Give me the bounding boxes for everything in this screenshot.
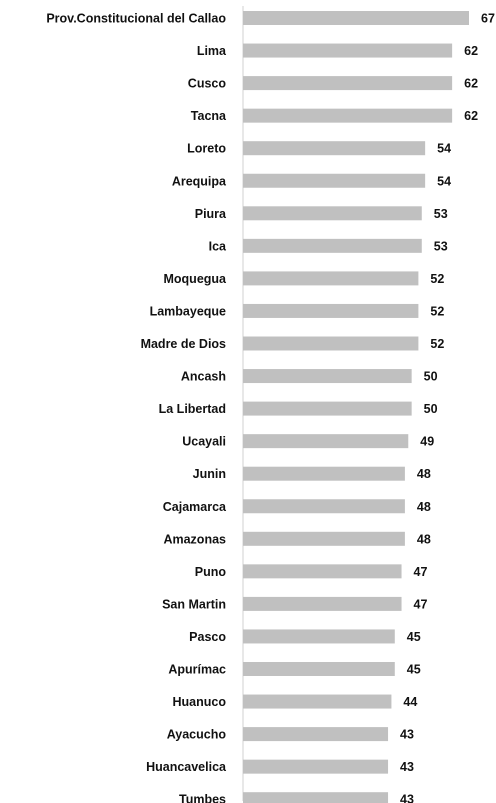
- value-label: 43: [400, 728, 414, 742]
- bar: [243, 11, 469, 25]
- bar: [243, 369, 412, 384]
- bar: [243, 336, 419, 351]
- bar: [243, 303, 419, 318]
- value-label: 53: [434, 207, 448, 221]
- value-label: 43: [400, 760, 414, 774]
- category-label: Cajamarca: [163, 500, 227, 514]
- value-labels-group: 67 62 62 62 54 54 53 53 52 52 52 50 50 49 48 48 48 47 47 45…: [400, 12, 495, 803]
- category-label: Ancash: [181, 370, 226, 384]
- bar: [243, 401, 412, 416]
- bar: [243, 662, 395, 676]
- bar: [243, 727, 389, 742]
- value-label: 54: [437, 142, 451, 156]
- bar: [243, 792, 389, 803]
- value-label: 50: [424, 402, 438, 416]
- value-label: 50: [424, 370, 438, 384]
- bar: [243, 499, 405, 514]
- bar: [243, 564, 402, 579]
- value-label: 62: [464, 109, 478, 123]
- value-label: 44: [403, 695, 417, 709]
- value-label: 52: [430, 272, 444, 286]
- value-label: 62: [464, 44, 478, 58]
- category-label: Amazonas: [163, 532, 226, 546]
- category-label: Arequipa: [172, 174, 227, 188]
- bar: [243, 108, 453, 123]
- bar: [243, 694, 392, 709]
- bar: [243, 206, 422, 221]
- bar: [243, 76, 453, 91]
- bar: [243, 173, 426, 188]
- category-label: Ucayali: [182, 435, 226, 449]
- value-label: 47: [414, 597, 428, 611]
- bar: [243, 434, 409, 449]
- category-labels-group: Prov.Constitucional del Callao Lima Cusco T…: [46, 12, 227, 803]
- bar: [243, 531, 405, 546]
- category-label: Puno: [195, 565, 227, 579]
- bars-group: [243, 11, 469, 803]
- category-label: Tacna: [191, 109, 227, 123]
- category-label: Piura: [195, 207, 227, 221]
- category-label: Pasco: [189, 630, 226, 644]
- bar: [243, 759, 389, 774]
- value-label: 67: [481, 12, 495, 26]
- value-label: 54: [437, 174, 451, 188]
- bar: [243, 141, 426, 156]
- value-label: 48: [417, 532, 431, 546]
- bar: [243, 238, 422, 253]
- category-label: Lambayeque: [150, 304, 226, 318]
- category-label: Madre de Dios: [141, 337, 226, 351]
- value-label: 49: [420, 435, 434, 449]
- value-label: 47: [414, 565, 428, 579]
- bar: [243, 43, 453, 58]
- category-label: San Martin: [162, 597, 226, 611]
- value-label: 43: [400, 793, 414, 803]
- category-label: Ayacucho: [167, 728, 227, 742]
- category-label: Tumbes: [179, 793, 226, 803]
- value-label: 53: [434, 239, 448, 253]
- bar: [243, 271, 419, 286]
- bar: [243, 466, 405, 481]
- category-label: Prov.Constitucional del Callao: [46, 12, 226, 26]
- value-label: 48: [417, 467, 431, 481]
- value-label: 52: [430, 304, 444, 318]
- category-label: Lima: [197, 44, 227, 58]
- category-label: La Libertad: [159, 402, 226, 416]
- value-label: 62: [464, 77, 478, 91]
- value-label: 45: [407, 630, 421, 644]
- category-label: Ica: [209, 239, 227, 253]
- category-label: Moquegua: [164, 272, 228, 286]
- bar: [243, 629, 395, 644]
- category-label: Loreto: [187, 142, 226, 156]
- category-label: Huanuco: [173, 695, 227, 709]
- value-label: 45: [407, 663, 421, 677]
- category-label: Junin: [193, 467, 226, 481]
- category-label: Cusco: [188, 77, 227, 91]
- value-label: 52: [430, 337, 444, 351]
- category-label: Apurímac: [168, 663, 226, 677]
- category-label: Huancavelica: [146, 760, 227, 774]
- bar: [243, 596, 402, 611]
- value-label: 48: [417, 500, 431, 514]
